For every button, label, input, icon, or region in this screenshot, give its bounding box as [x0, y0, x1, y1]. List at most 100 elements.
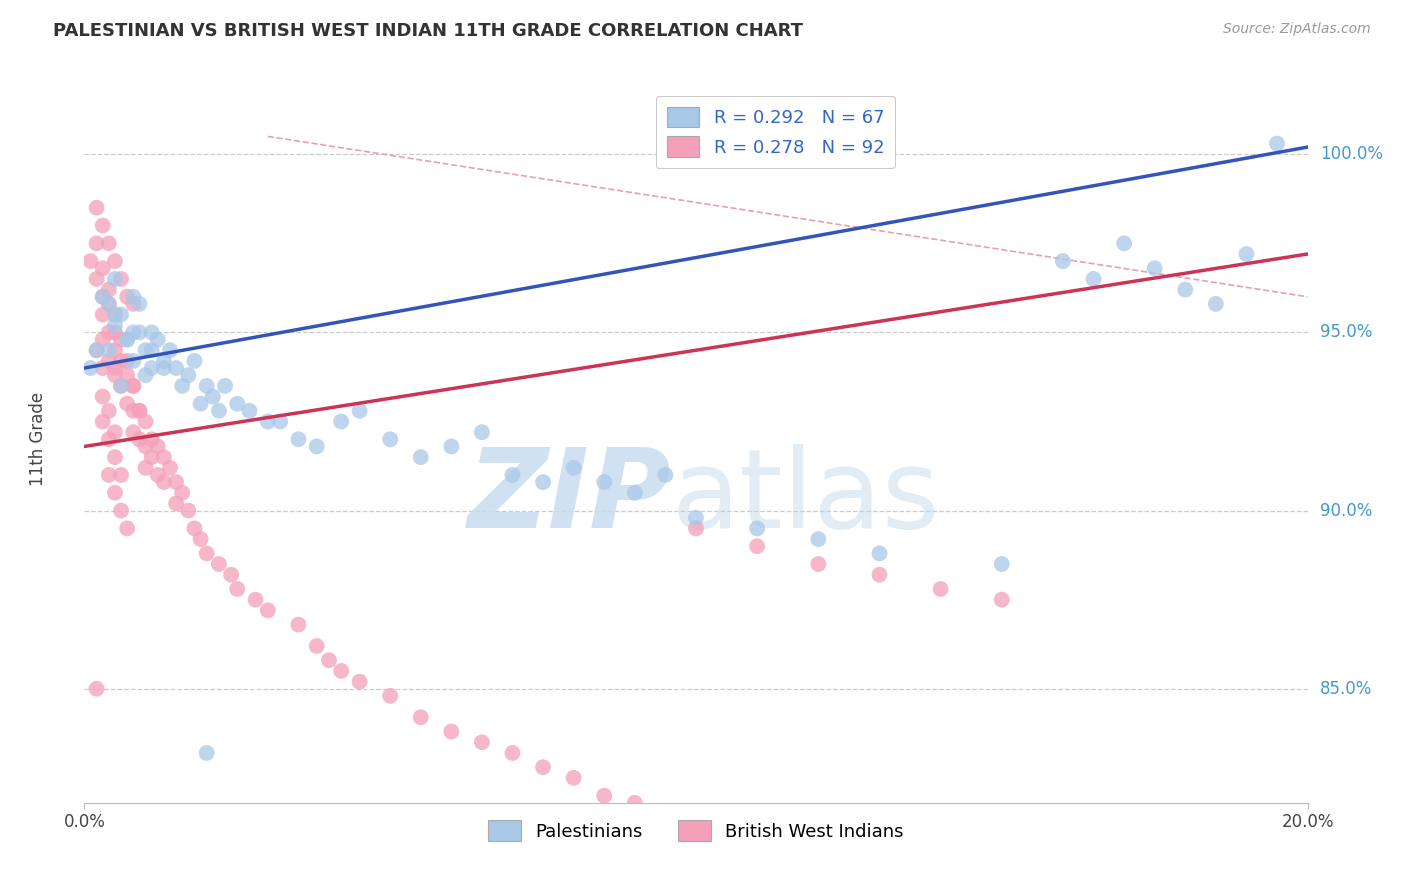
Point	[86, 681, 108, 696]
Point	[128, 326, 150, 340]
Point	[869, 546, 891, 560]
Point	[208, 404, 231, 418]
Point	[153, 354, 176, 368]
Point	[91, 361, 114, 376]
Point	[86, 272, 108, 286]
Point	[110, 379, 132, 393]
Point	[226, 582, 249, 596]
Point	[141, 432, 163, 446]
Point	[104, 308, 127, 322]
Point	[115, 333, 138, 347]
Point	[269, 415, 291, 429]
Point	[869, 567, 891, 582]
Point	[91, 290, 114, 304]
Point	[409, 710, 432, 724]
Point	[104, 326, 127, 340]
Point	[115, 290, 138, 304]
Point	[86, 343, 108, 358]
Point	[115, 368, 138, 383]
Point	[122, 404, 145, 418]
Point	[349, 404, 371, 418]
Point	[502, 467, 524, 482]
Point	[380, 432, 402, 446]
Point	[104, 450, 127, 464]
Point	[141, 326, 163, 340]
Point	[122, 297, 145, 311]
Point	[128, 297, 150, 311]
Point	[1114, 236, 1136, 251]
Point	[471, 425, 494, 440]
Point	[110, 503, 132, 517]
Point	[1174, 283, 1197, 297]
Point	[110, 354, 132, 368]
Point	[104, 485, 127, 500]
Point	[122, 290, 145, 304]
Point	[330, 664, 353, 678]
Point	[86, 236, 108, 251]
Text: 90.0%: 90.0%	[1320, 501, 1372, 519]
Point	[624, 485, 647, 500]
Point	[97, 467, 120, 482]
Point	[208, 557, 231, 571]
Point	[172, 379, 194, 393]
Point	[159, 460, 181, 475]
Point	[135, 415, 157, 429]
Point	[440, 439, 463, 453]
Point	[104, 318, 127, 333]
Point	[115, 333, 138, 347]
Point	[226, 397, 249, 411]
Point	[97, 236, 120, 251]
Point	[115, 397, 138, 411]
Point	[380, 689, 402, 703]
Point	[79, 361, 101, 376]
Point	[104, 361, 127, 376]
Point	[122, 326, 145, 340]
Point	[104, 272, 127, 286]
Point	[593, 789, 616, 803]
Point	[654, 467, 676, 482]
Point	[502, 746, 524, 760]
Point	[110, 272, 132, 286]
Point	[195, 379, 218, 393]
Point	[104, 343, 127, 358]
Point	[91, 261, 114, 276]
Point	[110, 379, 132, 393]
Point	[104, 368, 127, 383]
Point	[531, 760, 554, 774]
Point	[593, 475, 616, 489]
Point	[115, 521, 138, 535]
Point	[245, 592, 267, 607]
Point	[471, 735, 494, 749]
Point	[86, 201, 108, 215]
Point	[146, 439, 169, 453]
Point	[177, 368, 200, 383]
Point	[257, 415, 280, 429]
Point	[257, 603, 280, 617]
Point	[685, 510, 707, 524]
Point	[165, 496, 187, 510]
Point	[91, 290, 114, 304]
Point	[135, 343, 157, 358]
Point	[104, 254, 127, 268]
Point	[183, 354, 205, 368]
Point	[409, 450, 432, 464]
Point	[122, 379, 145, 393]
Text: Source: ZipAtlas.com: Source: ZipAtlas.com	[1223, 22, 1371, 37]
Point	[190, 532, 212, 546]
Text: 11th Grade: 11th Grade	[30, 392, 46, 486]
Point	[122, 425, 145, 440]
Point	[1083, 272, 1105, 286]
Point	[97, 404, 120, 418]
Point	[807, 557, 830, 571]
Point	[685, 521, 707, 535]
Point	[97, 326, 120, 340]
Point	[1265, 136, 1288, 151]
Point	[747, 521, 769, 535]
Point	[219, 567, 242, 582]
Text: 95.0%: 95.0%	[1320, 324, 1372, 342]
Point	[141, 450, 163, 464]
Text: ZIP: ZIP	[468, 444, 672, 551]
Point	[86, 343, 108, 358]
Point	[153, 475, 176, 489]
Text: PALESTINIAN VS BRITISH WEST INDIAN 11TH GRADE CORRELATION CHART: PALESTINIAN VS BRITISH WEST INDIAN 11TH …	[53, 22, 803, 40]
